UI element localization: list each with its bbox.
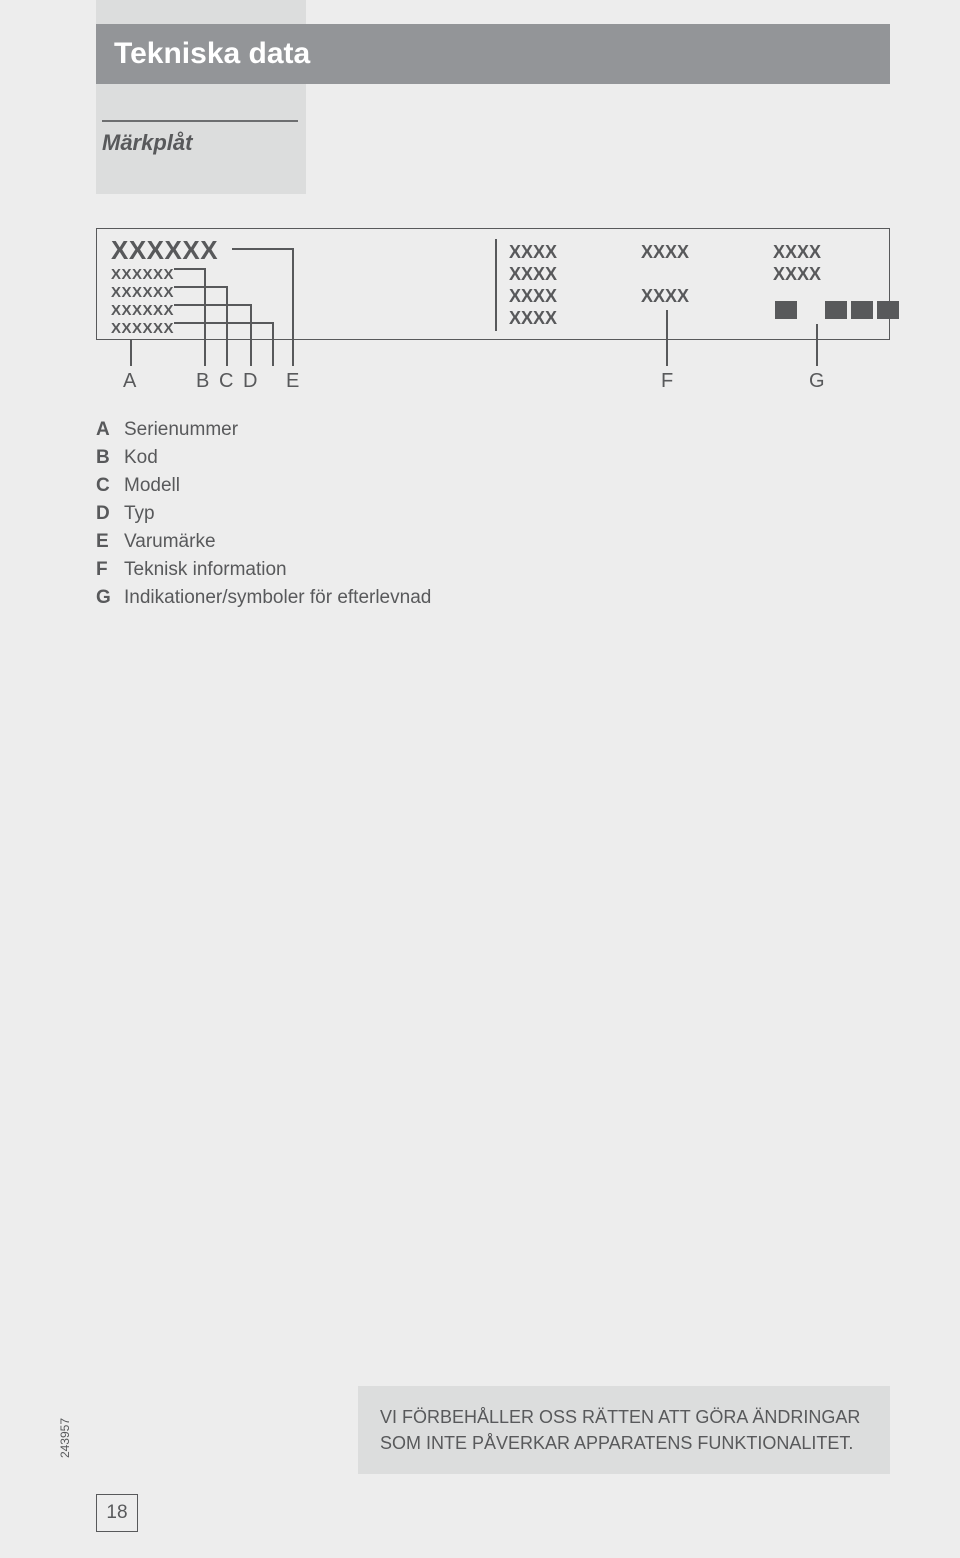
axis-a: A (123, 370, 136, 393)
subtitle-rule (102, 120, 298, 122)
compliance-mark (851, 301, 873, 319)
axis-g: G (809, 370, 825, 393)
legend-key: A (96, 416, 124, 444)
leader (272, 322, 274, 366)
separator (495, 239, 497, 331)
plate-col-2: XXXX XXXX XXXX XXXX (509, 241, 557, 329)
legend-key: B (96, 444, 124, 472)
leader (226, 286, 228, 366)
legend-key: F (96, 556, 124, 584)
plate-col-3: XXXX XXXX (641, 241, 689, 307)
plate-line: XXXX (509, 285, 557, 307)
compliance-mark (877, 301, 899, 319)
leader (204, 268, 206, 366)
plate-line: XXXX (773, 241, 821, 263)
compliance-mark (825, 301, 847, 319)
axis-c: C (219, 370, 233, 393)
axis-b: B (196, 370, 209, 393)
plate-line: XXXX (773, 263, 821, 285)
leader (130, 340, 132, 366)
legend-item: FTeknisk information (96, 556, 431, 584)
legend-key: G (96, 584, 124, 612)
axis-labels: A B C D E F G (96, 368, 890, 398)
legend-item: ASerienummer (96, 416, 431, 444)
plate-line: XXXX (641, 285, 689, 307)
legend-label: Indikationer/symboler för efterlevnad (124, 584, 431, 612)
compliance-mark (775, 301, 797, 319)
rating-plate-diagram: XXXXXX XXXXXX XXXXXX XXXXXX XXXXXX XXXX … (96, 228, 890, 404)
axis-e: E (286, 370, 299, 393)
legend-item: GIndikationer/symboler för efterlevnad (96, 584, 431, 612)
page-number: 18 (96, 1494, 138, 1532)
legend-item: BKod (96, 444, 431, 472)
subtitle-panel: Märkplåt (96, 84, 306, 194)
document-code: 243957 (58, 1418, 72, 1458)
leader (666, 310, 668, 366)
plate-line: XXXX (641, 241, 689, 263)
legend-label: Teknisk information (124, 556, 287, 584)
leader (232, 248, 292, 250)
axis-f: F (661, 370, 673, 393)
leader (174, 322, 272, 324)
legend-label: Varumärke (124, 528, 216, 556)
legend-list: ASerienummer BKod CModell DTyp EVarumärk… (96, 416, 431, 612)
legend-item: DTyp (96, 500, 431, 528)
legend-label: Serienummer (124, 416, 238, 444)
disclaimer-box: VI FÖRBEHÅLLER OSS RÄTTEN ATT GÖRA ÄNDRI… (358, 1386, 890, 1474)
leader (816, 324, 818, 366)
plate-line: XXXX (509, 307, 557, 329)
legend-key: E (96, 528, 124, 556)
page-number-text: 18 (106, 1502, 127, 1524)
legend-item: CModell (96, 472, 431, 500)
plate-line: XXXX (509, 263, 557, 285)
section-title: Tekniska data (114, 37, 310, 71)
leader (292, 248, 294, 366)
legend-key: C (96, 472, 124, 500)
leader (250, 304, 252, 366)
leader (174, 304, 250, 306)
spacer (641, 263, 689, 285)
plate-serial: XXXXXX (111, 235, 218, 266)
plate-line: XXXX (509, 241, 557, 263)
legend-key: D (96, 500, 124, 528)
leader (174, 268, 204, 270)
axis-d: D (243, 370, 257, 393)
legend-label: Kod (124, 444, 158, 472)
section-title-bar: Tekniska data (96, 24, 890, 84)
legend-label: Modell (124, 472, 180, 500)
disclaimer-line: VI FÖRBEHÅLLER OSS RÄTTEN ATT GÖRA ÄNDRI… (380, 1404, 868, 1430)
subtitle-text: Märkplåt (102, 130, 306, 156)
legend-label: Typ (124, 500, 155, 528)
plate-col-4: XXXX XXXX (773, 241, 821, 285)
tab-indicator (96, 0, 306, 24)
disclaimer-line: SOM INTE PÅVERKAR APPARATENS FUNKTIONALI… (380, 1430, 868, 1456)
leader (174, 286, 226, 288)
legend-item: EVarumärke (96, 528, 431, 556)
